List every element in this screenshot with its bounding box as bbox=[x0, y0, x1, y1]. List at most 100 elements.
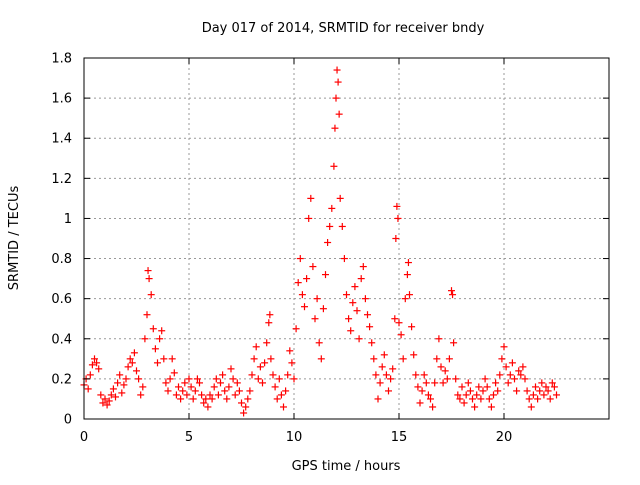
data-point bbox=[469, 395, 476, 403]
data-point bbox=[324, 239, 332, 247]
data-point bbox=[435, 335, 443, 343]
data-point bbox=[112, 393, 119, 401]
data-point bbox=[99, 399, 107, 407]
data-point bbox=[473, 391, 481, 399]
data-point bbox=[397, 331, 405, 339]
y-tick-label: 1.8 bbox=[51, 52, 72, 67]
data-point bbox=[389, 365, 397, 373]
data-point bbox=[311, 315, 319, 323]
data-point bbox=[183, 391, 191, 399]
data-point bbox=[370, 355, 378, 363]
data-point bbox=[233, 379, 241, 387]
data-point bbox=[172, 391, 180, 399]
data-point bbox=[266, 311, 274, 319]
data-point bbox=[301, 303, 308, 311]
data-point bbox=[168, 355, 176, 363]
data-point bbox=[86, 371, 94, 379]
data-point bbox=[288, 359, 296, 367]
data-point bbox=[513, 387, 521, 395]
data-point bbox=[259, 379, 266, 387]
points-layer bbox=[80, 66, 560, 417]
data-point bbox=[225, 383, 233, 391]
data-point bbox=[500, 343, 508, 351]
data-point bbox=[525, 395, 533, 403]
data-point bbox=[179, 387, 187, 395]
data-point bbox=[536, 387, 544, 395]
data-point bbox=[313, 295, 321, 303]
data-point bbox=[263, 339, 271, 347]
data-point bbox=[511, 375, 518, 383]
ticks-layer: 0 5 10 15 20 0 0.2 0.4 0.6 0.8 1 1.2 1.4 1.6 1.8 bbox=[51, 52, 609, 445]
data-point bbox=[191, 387, 199, 395]
data-point bbox=[544, 387, 552, 395]
data-point bbox=[450, 339, 458, 347]
data-point bbox=[521, 375, 529, 383]
data-point bbox=[498, 355, 506, 363]
data-point bbox=[256, 363, 264, 371]
data-point bbox=[284, 371, 292, 379]
data-point bbox=[280, 403, 287, 411]
data-point bbox=[424, 391, 432, 399]
data-point bbox=[494, 387, 502, 395]
data-point bbox=[392, 235, 400, 242]
data-point bbox=[408, 323, 416, 331]
data-point bbox=[448, 287, 455, 295]
data-point bbox=[550, 383, 558, 391]
data-point bbox=[349, 299, 357, 307]
data-point bbox=[164, 387, 172, 395]
data-point bbox=[298, 291, 306, 299]
data-point bbox=[433, 355, 441, 363]
data-point bbox=[162, 379, 170, 387]
data-point bbox=[414, 383, 422, 391]
data-point bbox=[376, 379, 384, 387]
data-point bbox=[137, 391, 145, 399]
data-point bbox=[347, 327, 355, 335]
data-point bbox=[391, 315, 399, 323]
data-point bbox=[496, 371, 504, 379]
data-point bbox=[252, 343, 260, 351]
data-point bbox=[139, 383, 147, 391]
data-point bbox=[357, 275, 365, 283]
data-point bbox=[101, 395, 109, 403]
data-point bbox=[504, 379, 512, 387]
data-point bbox=[208, 395, 216, 403]
data-point bbox=[156, 335, 164, 343]
data-point bbox=[502, 363, 510, 371]
data-point bbox=[250, 355, 258, 363]
data-point bbox=[393, 202, 401, 210]
data-point bbox=[189, 395, 197, 403]
data-point bbox=[460, 399, 468, 407]
data-point bbox=[193, 375, 201, 383]
data-point bbox=[315, 339, 323, 347]
data-point bbox=[464, 379, 472, 387]
data-point bbox=[519, 363, 527, 371]
data-point bbox=[441, 367, 449, 375]
data-point bbox=[223, 395, 231, 403]
data-point bbox=[296, 255, 304, 263]
data-point bbox=[406, 291, 413, 299]
data-point bbox=[107, 391, 115, 399]
data-point bbox=[292, 325, 300, 333]
data-point bbox=[206, 391, 214, 399]
data-point bbox=[477, 395, 485, 403]
data-point bbox=[532, 383, 539, 391]
data-point bbox=[282, 387, 290, 395]
data-point bbox=[540, 391, 548, 399]
data-point bbox=[487, 403, 495, 411]
data-point bbox=[378, 363, 386, 371]
data-point bbox=[443, 375, 451, 383]
data-point bbox=[359, 263, 367, 271]
y-tick-label: 0.8 bbox=[51, 252, 72, 267]
data-point bbox=[265, 319, 273, 327]
data-point bbox=[401, 295, 409, 303]
data-point bbox=[340, 255, 348, 263]
x-axis-label: GPS time / hours bbox=[292, 459, 401, 474]
data-point bbox=[458, 383, 466, 391]
data-point bbox=[333, 66, 341, 74]
data-point bbox=[307, 194, 315, 202]
data-point bbox=[240, 409, 248, 417]
data-point bbox=[416, 399, 424, 407]
data-point bbox=[427, 395, 434, 403]
data-point bbox=[93, 359, 101, 367]
